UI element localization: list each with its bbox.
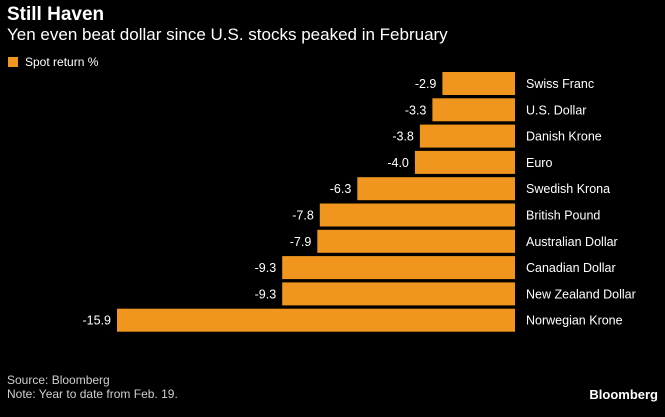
bar-u-s-dollar: [432, 98, 515, 122]
value-label: -2.9: [415, 77, 437, 91]
bar-swiss-franc: [442, 72, 515, 95]
bar-british-pound: [319, 203, 515, 227]
bar-euro: [414, 150, 515, 174]
category-label: U.S. Dollar: [526, 103, 586, 117]
legend-label: Spot return %: [25, 55, 99, 69]
category-label: British Pound: [526, 209, 600, 223]
category-label: Euro: [526, 156, 552, 170]
category-label: Canadian Dollar: [526, 261, 616, 275]
source-note: Source: Bloomberg: [7, 373, 110, 387]
bar-norwegian-krone: [117, 308, 515, 332]
bar-danish-krone: [419, 124, 515, 148]
value-label: -9.3: [255, 261, 277, 275]
legend: Spot return %: [8, 55, 98, 69]
value-label: -9.3: [255, 287, 277, 301]
value-label: -7.9: [290, 235, 312, 249]
legend-swatch: [8, 57, 18, 67]
bar-new-zealand-dollar: [282, 282, 515, 306]
value-label: -15.9: [83, 314, 112, 328]
value-label: -3.8: [392, 130, 414, 144]
value-label: -7.8: [292, 209, 314, 223]
category-label: New Zealand Dollar: [526, 287, 636, 301]
bar-australian-dollar: [317, 229, 515, 253]
bloomberg-logo: Bloomberg: [589, 387, 658, 402]
bar-canadian-dollar: [282, 256, 515, 280]
category-label: Swiss Franc: [526, 77, 594, 91]
chart-subtitle: Yen even beat dollar since U.S. stocks p…: [7, 25, 448, 44]
category-label: Danish Krone: [526, 130, 602, 144]
bar-swedish-krona: [357, 177, 515, 201]
chart-title: Still Haven: [7, 4, 105, 25]
category-label: Norwegian Krone: [526, 314, 623, 328]
value-label: -4.0: [387, 156, 409, 170]
footnote: Note: Year to date from Feb. 19.: [7, 387, 178, 401]
category-label: Australian Dollar: [526, 235, 618, 249]
value-label: -6.3: [330, 182, 352, 196]
value-label: -3.3: [405, 103, 427, 117]
category-label: Swedish Krona: [526, 182, 610, 196]
